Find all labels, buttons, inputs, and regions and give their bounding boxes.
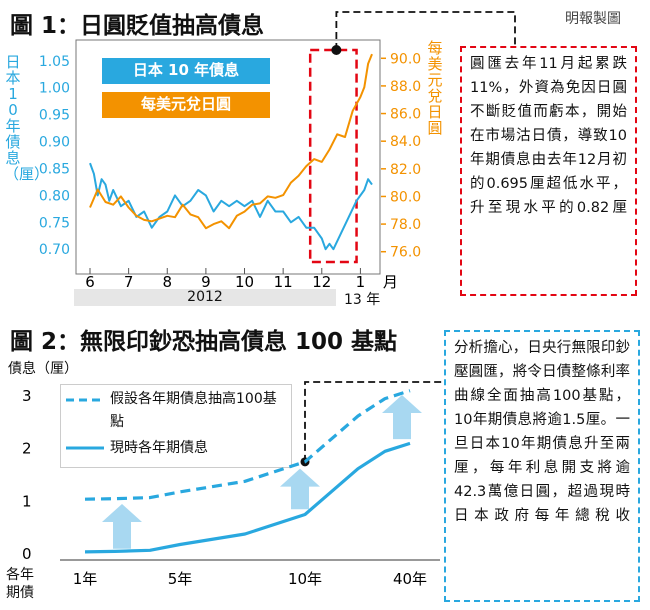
fig1-x-tick-label: 10 bbox=[235, 273, 254, 291]
fig1-right-tick-label: 88.0 bbox=[390, 79, 421, 95]
fig1-right-tick-label: 80.0 bbox=[390, 189, 421, 205]
fig2-y-tick-label: 2 bbox=[22, 440, 32, 458]
fig1-right-tick-label: 76.0 bbox=[390, 245, 421, 261]
fig1-year-13: 13 年 bbox=[344, 292, 381, 308]
fig2-legend-dashed-label: 假設各年期債息抽高100基點 bbox=[110, 391, 277, 430]
fig2-y-tick-label: 0 bbox=[22, 545, 32, 563]
fig2-series-hypothetical-line bbox=[84, 389, 411, 501]
fig1-x-tick-label: 1 bbox=[356, 273, 366, 291]
fig1-left-tick-label: 1.00 bbox=[39, 81, 70, 97]
fig2-connector bbox=[304, 381, 444, 462]
fig2-x-tick-label: 10年 bbox=[288, 570, 322, 588]
fig1-left-tick-label: 0.70 bbox=[39, 242, 70, 258]
fig1-x-tick-label: 11 bbox=[274, 273, 293, 291]
fig2-x-tick-label: 40年 bbox=[393, 570, 427, 588]
fig2-x-tick-label: 5年 bbox=[168, 570, 193, 588]
fig1-series-yield-line bbox=[89, 162, 373, 251]
fig1-right-axis-label: 每美元兌日圓 bbox=[427, 39, 443, 137]
fig2-x-tick-label: 1年 bbox=[73, 570, 98, 588]
fig1-x-tick-label: 12 bbox=[312, 273, 331, 291]
fig1-x-tick-label: 8 bbox=[162, 273, 172, 291]
fig1-plot-frame bbox=[75, 39, 381, 275]
fig1-x-tick-label: 7 bbox=[124, 273, 134, 291]
fig1-right-tick-label: 90.0 bbox=[390, 51, 421, 67]
fig1-left-tick-label: 0.75 bbox=[39, 215, 70, 231]
fig1-highlight-box bbox=[308, 48, 358, 264]
fig1-right-tick-label: 86.0 bbox=[390, 107, 421, 123]
fig2-y-axis-label: 債息（厘） bbox=[8, 361, 78, 377]
fig2-series-current-line bbox=[84, 441, 411, 554]
fig1-legend-yen: 每美元兌日圓 bbox=[102, 92, 270, 118]
figure1-chart: 0.70 0.75 0.80 0.85 0.90 0.95 1.00 1.05 76.0 78.0… bbox=[39, 11, 516, 291]
fig2-y-tick-label: 3 bbox=[22, 387, 32, 405]
fig1-connector-dot bbox=[331, 45, 342, 55]
figure2-title: 圖 2：無限印鈔恐抽高債息 100 基點 bbox=[10, 329, 398, 355]
fig1-series-yen-line bbox=[89, 53, 373, 230]
fig1-note: 圓匯去年11月起累跌11%，外資為免因日圓不斷貶值而虧本，開始在市場沽日債，導致… bbox=[460, 46, 637, 296]
fig1-right-tick-label: 84.0 bbox=[390, 134, 421, 150]
fig1-left-tick-label: 1.05 bbox=[39, 54, 70, 70]
figure1-title: 圖 1：日圓貶值抽高債息 bbox=[10, 13, 265, 39]
fig2-rise-arrow bbox=[102, 503, 142, 549]
figure2-chart: 0 1 2 3 1年 5年 10年 40年 bbox=[22, 381, 444, 588]
fig2-legend bbox=[60, 384, 292, 468]
fig1-x-tick-label: 9 bbox=[201, 273, 211, 291]
fig1-left-tick-label: 0.90 bbox=[39, 135, 70, 151]
fig1-legend-yield: 日本 10 年債息 bbox=[102, 58, 270, 84]
fig2-note: 分析擔心，日央行無限印鈔壓圓匯，將令日債整條利率曲線全面抽高100基點，10年期… bbox=[444, 330, 640, 602]
fig2-legend-solid-label: 現時各年期債息 bbox=[110, 440, 208, 456]
fig1-year-2012: 2012 bbox=[74, 289, 336, 306]
fig1-left-tick-label: 0.85 bbox=[39, 161, 70, 177]
fig1-left-tick-label: 0.80 bbox=[39, 188, 70, 204]
source-credit: 明報製圖 bbox=[565, 11, 621, 27]
fig1-right-tick-label: 78.0 bbox=[390, 217, 421, 233]
fig1-x-tick-label: 6 bbox=[85, 273, 95, 291]
fig1-right-tick-label: 82.0 bbox=[390, 162, 421, 178]
fig2-x-axis-label: 各年期債 bbox=[6, 567, 34, 601]
fig2-y-tick-label: 1 bbox=[22, 492, 32, 510]
fig2-rise-arrow bbox=[280, 468, 320, 510]
fig1-connector bbox=[335, 11, 516, 50]
fig1-left-tick-label: 0.95 bbox=[39, 108, 70, 124]
fig2-rise-arrow bbox=[382, 394, 422, 440]
fig1-x-unit: 月 bbox=[383, 273, 398, 291]
